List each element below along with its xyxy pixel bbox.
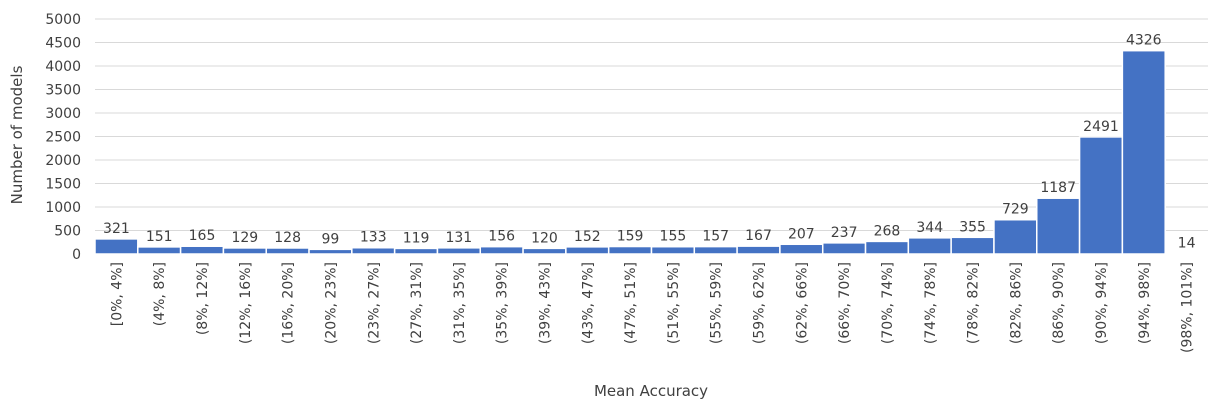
bar bbox=[864, 240, 910, 255]
x-tick-label: (51%, 55%] bbox=[666, 262, 682, 344]
data-label: 237 bbox=[831, 225, 858, 241]
y-tick-label: 2500 bbox=[45, 130, 81, 146]
x-tick-label: (70%, 74%] bbox=[880, 262, 896, 344]
bar bbox=[779, 243, 824, 255]
x-tick-label: [0%, 4%] bbox=[109, 262, 125, 326]
x-tick-label: (39%, 43%] bbox=[537, 262, 553, 344]
data-label: 355 bbox=[959, 219, 986, 235]
y-tick-label: 2000 bbox=[45, 153, 81, 169]
bar bbox=[565, 246, 610, 255]
data-label: 14 bbox=[1178, 235, 1196, 251]
bar bbox=[1164, 252, 1209, 255]
bar bbox=[1036, 197, 1081, 255]
data-label: 344 bbox=[916, 220, 943, 236]
data-label: 729 bbox=[1002, 202, 1029, 218]
data-label: 4326 bbox=[1126, 33, 1162, 49]
bar bbox=[265, 247, 310, 255]
bar bbox=[436, 247, 482, 255]
x-tick-label: (86%, 90%] bbox=[1051, 262, 1067, 344]
data-label: 268 bbox=[874, 223, 901, 239]
y-axis-ticks: 0 500 1000 1500 2000 2500 3000 3500 4000 4500 5000 bbox=[45, 12, 81, 263]
gridlines bbox=[95, 18, 1208, 255]
x-tick-label: (62%, 66%] bbox=[794, 262, 810, 344]
x-tick-label: (74%, 78%] bbox=[923, 262, 939, 344]
data-label: 133 bbox=[360, 230, 387, 246]
y-tick-label: 4500 bbox=[45, 36, 81, 52]
bar bbox=[607, 245, 653, 255]
data-label: 1187 bbox=[1040, 180, 1076, 196]
y-tick-label: 5000 bbox=[45, 12, 81, 28]
y-tick-label: 3500 bbox=[45, 83, 81, 99]
bar bbox=[479, 245, 524, 255]
data-label: 120 bbox=[531, 230, 558, 246]
bar bbox=[821, 242, 867, 255]
x-axis-ticks: [0%, 4%] (4%, 8%] (8%, 12%] (12%, 16%] (16%,… bbox=[109, 262, 1195, 353]
data-label: 129 bbox=[231, 230, 258, 246]
x-tick-label: (35%, 39%] bbox=[495, 262, 511, 344]
bar bbox=[308, 248, 353, 255]
data-label: 151 bbox=[146, 229, 173, 245]
bar bbox=[950, 236, 995, 255]
bar bbox=[1078, 136, 1124, 255]
bar bbox=[907, 237, 952, 255]
x-tick-label: (16%, 20%] bbox=[281, 262, 297, 344]
bar bbox=[650, 245, 696, 255]
x-axis-title: Mean Accuracy bbox=[594, 382, 708, 400]
data-labels: 321 151 165 129 128 99 133 119 131 156 120 152 159 15… bbox=[103, 33, 1196, 252]
x-tick-label: (27%, 31%] bbox=[409, 262, 425, 344]
data-label: 207 bbox=[788, 226, 815, 242]
x-tick-label: (4%, 8%] bbox=[152, 262, 168, 326]
x-tick-label: (59%, 62%] bbox=[752, 262, 768, 344]
bars bbox=[94, 49, 1209, 255]
x-tick-label: (43%, 47%] bbox=[580, 262, 596, 344]
x-tick-label: (23%, 27%] bbox=[366, 262, 382, 344]
bar bbox=[393, 247, 439, 255]
x-tick-label: (31%, 35%] bbox=[452, 262, 468, 344]
x-tick-label: (98%, 101%] bbox=[1180, 262, 1196, 353]
data-label: 165 bbox=[189, 228, 216, 244]
bar bbox=[1121, 49, 1166, 255]
bar bbox=[693, 245, 738, 255]
data-label: 131 bbox=[445, 230, 472, 246]
data-label: 128 bbox=[274, 230, 301, 246]
bar bbox=[137, 246, 182, 255]
bar bbox=[94, 238, 139, 255]
y-tick-label: 3000 bbox=[45, 106, 81, 122]
bar bbox=[736, 245, 781, 255]
x-tick-label: (94%, 98%] bbox=[1137, 262, 1153, 344]
data-label: 159 bbox=[617, 229, 644, 245]
y-tick-label: 0 bbox=[72, 247, 81, 263]
x-tick-label: (20%, 23%] bbox=[323, 262, 339, 344]
x-tick-label: (78%, 82%] bbox=[966, 262, 982, 344]
data-label: 119 bbox=[403, 230, 430, 246]
data-label: 156 bbox=[488, 229, 515, 245]
x-tick-label: (55%, 59%] bbox=[709, 262, 725, 344]
data-label: 157 bbox=[702, 229, 729, 245]
data-label: 167 bbox=[745, 228, 772, 244]
x-tick-label: (47%, 51%] bbox=[623, 262, 639, 344]
bar bbox=[351, 246, 396, 255]
bar bbox=[522, 247, 567, 255]
data-label: 152 bbox=[574, 229, 601, 245]
y-tick-label: 500 bbox=[54, 224, 81, 240]
x-tick-label: (8%, 12%] bbox=[195, 262, 211, 335]
x-tick-label: (66%, 70%] bbox=[837, 262, 853, 344]
data-label: 2491 bbox=[1083, 119, 1119, 135]
y-axis-title: Number of models bbox=[8, 65, 26, 204]
bar bbox=[222, 247, 267, 255]
x-tick-label: (90%, 94%] bbox=[1094, 262, 1110, 344]
x-tick-label: (82%, 86%] bbox=[1008, 262, 1024, 344]
y-tick-label: 1000 bbox=[45, 200, 81, 216]
y-tick-label: 1500 bbox=[45, 177, 81, 193]
bar bbox=[179, 245, 225, 255]
data-label: 99 bbox=[322, 231, 340, 247]
y-tick-label: 4000 bbox=[45, 59, 81, 75]
data-label: 155 bbox=[660, 229, 687, 245]
x-tick-label: (12%, 16%] bbox=[238, 262, 254, 344]
data-label: 321 bbox=[103, 221, 130, 237]
bar bbox=[993, 218, 1038, 255]
